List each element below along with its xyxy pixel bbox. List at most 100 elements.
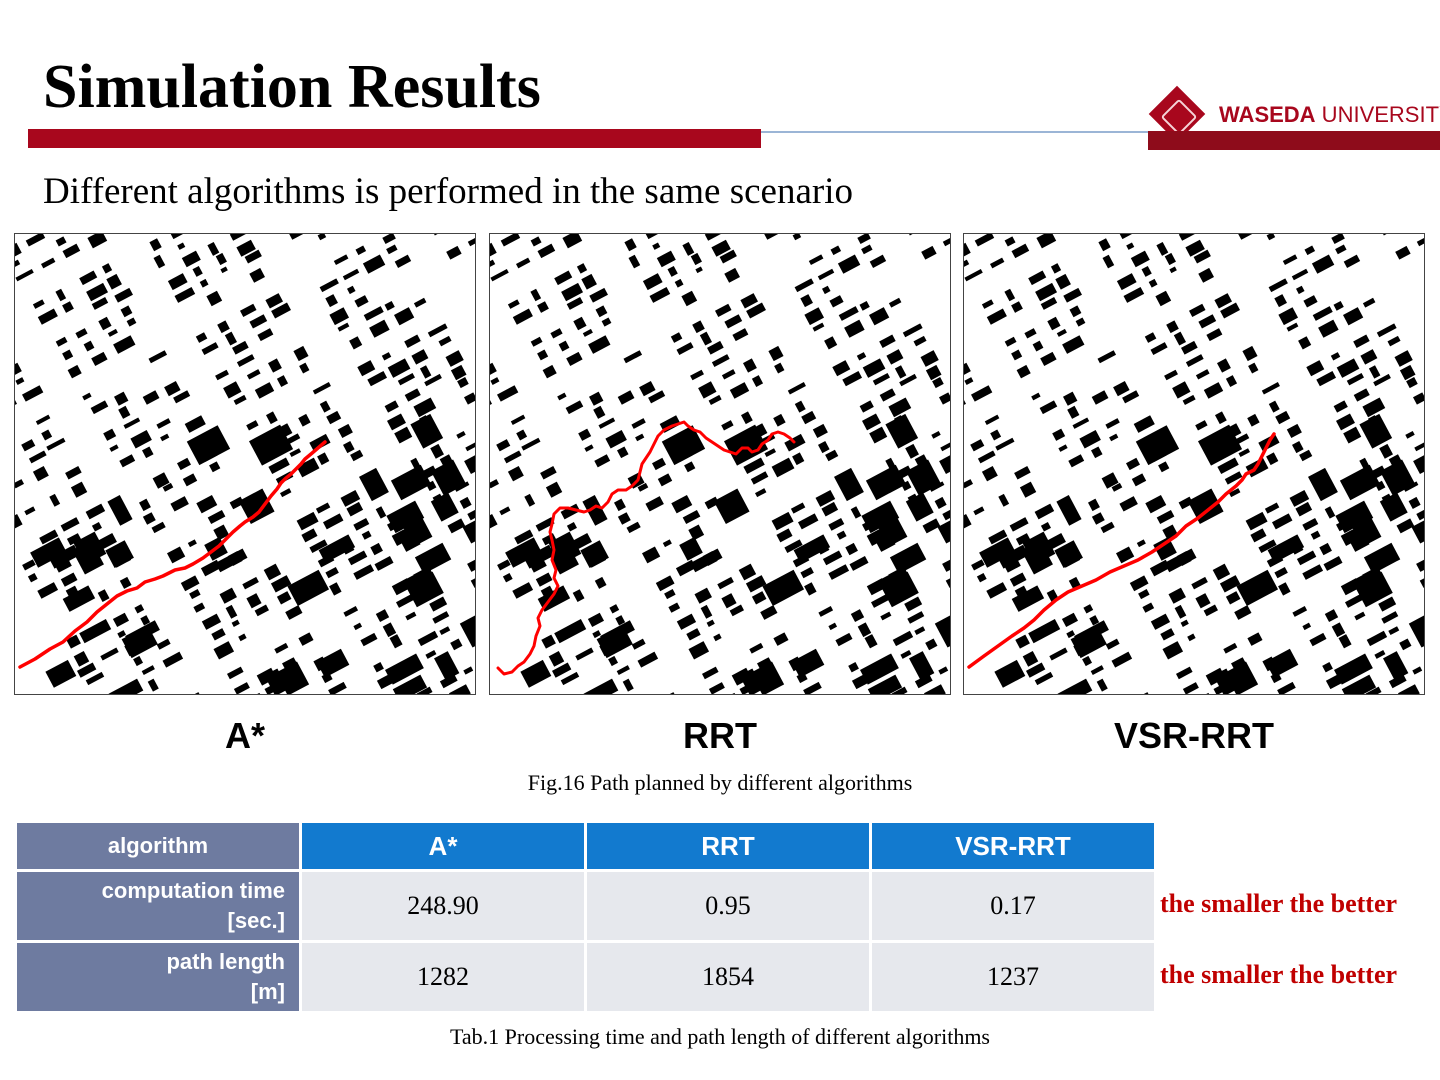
building-block xyxy=(55,336,68,347)
building-block xyxy=(516,429,528,441)
building-block xyxy=(226,666,244,680)
building-block xyxy=(1009,517,1029,532)
building-block xyxy=(280,488,292,498)
building-block xyxy=(35,414,51,426)
building-block xyxy=(85,503,106,520)
building-block xyxy=(776,528,793,543)
building-block xyxy=(645,496,664,512)
building-block xyxy=(937,515,950,544)
building-block xyxy=(91,351,108,366)
building-block xyxy=(1286,423,1302,438)
building-block xyxy=(1236,569,1279,606)
building-block xyxy=(285,605,303,620)
building-block xyxy=(249,314,268,329)
building-block xyxy=(1395,245,1411,260)
building-block xyxy=(438,335,452,347)
building-block xyxy=(360,632,378,647)
building-block xyxy=(1299,449,1313,462)
building-block xyxy=(690,548,723,573)
building-block xyxy=(822,550,843,566)
building-block xyxy=(925,364,942,381)
building-block xyxy=(824,336,838,350)
building-block xyxy=(367,371,388,387)
building-block xyxy=(836,530,847,540)
building-block xyxy=(800,566,814,579)
building-block xyxy=(964,377,974,385)
building-block xyxy=(738,563,757,581)
building-block xyxy=(1265,648,1299,678)
building-block xyxy=(942,234,950,247)
building-block xyxy=(1362,297,1376,308)
building-block xyxy=(140,615,151,626)
building-block xyxy=(447,518,466,534)
building-block xyxy=(1408,496,1421,509)
building-block xyxy=(1050,263,1062,274)
building-block xyxy=(668,602,681,613)
building-block xyxy=(182,692,201,694)
building-block xyxy=(905,234,922,236)
building-block xyxy=(108,678,144,694)
building-block xyxy=(771,511,794,531)
building-block xyxy=(123,417,141,429)
building-block xyxy=(385,653,424,685)
building-block xyxy=(500,234,521,247)
building-block xyxy=(899,373,917,387)
building-block xyxy=(1153,536,1177,561)
building-block xyxy=(490,514,498,534)
building-block xyxy=(1195,420,1208,431)
building-block xyxy=(1388,673,1407,689)
building-block xyxy=(552,662,572,678)
building-block xyxy=(964,362,971,377)
building-block xyxy=(246,420,259,431)
table-cell: 1854 xyxy=(584,940,872,1014)
building-block xyxy=(1412,666,1423,675)
building-block xyxy=(881,572,900,591)
building-block xyxy=(1336,413,1355,431)
building-block xyxy=(55,236,67,247)
building-block xyxy=(940,441,950,452)
building-block xyxy=(850,609,865,623)
building-block xyxy=(904,596,923,612)
building-block xyxy=(73,531,107,565)
building-block xyxy=(1130,250,1150,268)
building-block xyxy=(257,328,274,342)
building-block xyxy=(1379,459,1416,496)
building-block xyxy=(596,625,633,659)
building-block xyxy=(535,572,553,587)
building-block xyxy=(1214,293,1233,309)
building-block xyxy=(211,628,226,641)
building-block xyxy=(223,381,242,399)
building-block xyxy=(1292,606,1308,617)
building-block xyxy=(1295,501,1313,517)
building-block xyxy=(1339,464,1381,501)
building-block xyxy=(1160,628,1175,641)
building-block xyxy=(503,450,522,464)
building-block xyxy=(193,602,206,613)
building-block xyxy=(1213,668,1238,694)
building-block xyxy=(177,457,191,471)
building-block xyxy=(885,413,919,449)
building-block xyxy=(516,257,531,269)
building-block xyxy=(15,399,18,411)
building-block xyxy=(657,473,673,487)
building-block xyxy=(1405,430,1415,439)
building-block xyxy=(1100,521,1115,534)
building-block xyxy=(254,604,269,617)
building-block xyxy=(113,335,136,354)
title-rule-thin xyxy=(28,129,761,132)
building-block xyxy=(445,350,464,367)
building-block xyxy=(1063,287,1082,303)
building-block xyxy=(120,305,133,318)
building-block xyxy=(114,391,129,406)
building-block xyxy=(838,306,859,321)
building-block xyxy=(702,666,719,680)
building-block xyxy=(15,514,23,534)
building-block xyxy=(217,320,230,334)
building-block xyxy=(430,459,467,496)
building-block xyxy=(323,513,344,530)
building-block xyxy=(995,437,1015,451)
building-block xyxy=(121,625,158,659)
building-block xyxy=(964,259,970,269)
building-block xyxy=(1217,358,1231,373)
building-block xyxy=(37,308,58,325)
